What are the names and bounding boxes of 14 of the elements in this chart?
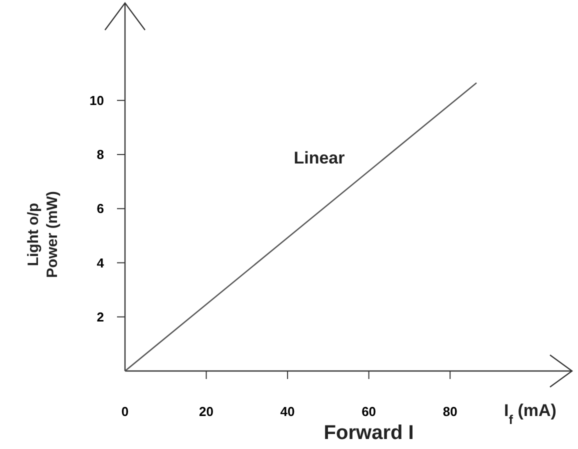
x-tick-label: 60 [362,404,376,419]
x-tick-label: 40 [280,404,295,419]
x-axis-title: Forward I [324,422,414,444]
y-tick-label: 2 [96,309,104,324]
y-tick-label: 6 [96,201,104,216]
y-tick-label: 8 [96,147,104,162]
y-tick-label: 10 [90,92,104,108]
y-tick-label: 4 [96,255,105,270]
y-axis-title: Light o/p Power (mW) [25,191,61,278]
x-tick-label: 80 [442,404,458,419]
series-label: Linear [294,148,346,168]
x-tick-label: 20 [199,404,214,419]
text: I$_{f}$ (mA) [504,401,556,426]
x-tick-label: 0 [121,404,129,419]
